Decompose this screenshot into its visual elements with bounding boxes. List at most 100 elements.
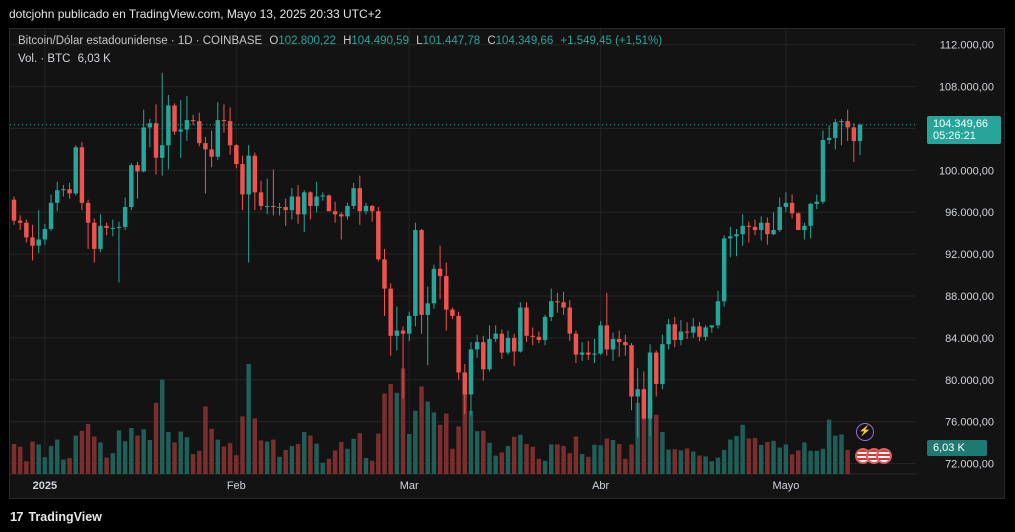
candle-body: [493, 333, 498, 339]
volume-bar: [518, 434, 523, 474]
candle-body: [17, 220, 23, 223]
volume-bar: [135, 435, 140, 474]
candle-body: [369, 205, 375, 212]
volume-bar: [505, 446, 511, 474]
candle-body: [808, 203, 813, 226]
volume-bar: [190, 454, 196, 474]
candle-body: [129, 165, 134, 207]
x-tick-label: 2025: [33, 480, 57, 492]
candle-body: [314, 196, 319, 206]
tradingview-logo[interactable]: 17 TradingView: [10, 509, 102, 524]
last-price-value: 104.349,66: [933, 118, 989, 130]
candle-body: [363, 205, 369, 212]
volume-bar: [345, 448, 350, 474]
candle-body: [845, 121, 850, 128]
candle-body: [425, 303, 430, 315]
candle-body: [400, 330, 406, 334]
volume-bar: [320, 462, 325, 474]
y-tick-label: 76.000,00: [945, 417, 994, 429]
candle-body: [388, 288, 393, 336]
volume-bar: [839, 434, 844, 474]
volume-bar: [277, 456, 282, 474]
volume-bar: [684, 448, 690, 474]
candle-body: [721, 238, 727, 302]
volume-bar: [709, 461, 715, 474]
candle-body: [734, 234, 739, 237]
lightning-icon[interactable]: ⚡: [856, 423, 874, 441]
candle-body: [771, 230, 776, 235]
volume-bar: [61, 459, 66, 474]
volume-bar: [172, 442, 177, 474]
volume-bar: [240, 416, 245, 474]
y-tick-label: 100.000,00: [939, 165, 994, 177]
candle-body: [450, 309, 455, 316]
volume-bar: [110, 453, 116, 474]
us-flag-icon[interactable]: [876, 448, 892, 464]
volume-bar: [308, 435, 313, 474]
candle-body: [413, 230, 418, 316]
volume-bar: [721, 450, 727, 474]
candle-body: [240, 164, 245, 195]
candle-body: [487, 338, 492, 370]
volume-bar: [765, 442, 770, 474]
volume-bar: [573, 436, 579, 474]
volume-bar: [197, 450, 202, 474]
volume-bar: [55, 439, 60, 474]
volume-bar: [73, 435, 78, 474]
candle-body: [406, 315, 412, 334]
chart-frame[interactable]: 112.000,00108.000,00104.000,00100.000,00…: [9, 28, 1005, 499]
candle-body: [746, 225, 752, 227]
candle-body: [783, 202, 789, 207]
volume-bar: [666, 449, 671, 474]
candle-body: [357, 188, 363, 212]
candle-body: [116, 226, 122, 228]
volume-bar: [771, 440, 776, 474]
candle-body: [79, 147, 85, 203]
candle-body: [326, 195, 332, 212]
volume-bar: [203, 406, 208, 474]
volume-bar: [141, 429, 146, 474]
volume-bar: [493, 455, 498, 474]
candle-body: [85, 202, 91, 223]
candle-body: [709, 325, 715, 328]
publisher-header: dotcjohn publicado en TradingView.com, M…: [0, 0, 1015, 28]
candle-body: [814, 201, 819, 204]
volume-bar: [295, 444, 301, 474]
volume-bar: [122, 441, 128, 474]
candle-body: [666, 324, 671, 345]
candle-body: [98, 225, 103, 249]
candle-body: [308, 192, 313, 206]
candle-body: [153, 123, 159, 158]
volume-bar: [604, 438, 610, 474]
volume-bar: [814, 450, 819, 474]
volume-bar: [444, 413, 449, 474]
volume-bar: [728, 439, 733, 474]
volume-bar: [116, 430, 122, 474]
volume-bar: [209, 428, 214, 474]
volume-bar: [376, 433, 381, 474]
volume-bar: [406, 434, 412, 474]
volume-bar: [697, 455, 702, 474]
candle-body: [610, 338, 616, 350]
candle-body: [851, 127, 857, 142]
volume-bar: [802, 442, 807, 474]
candle-body: [826, 137, 832, 140]
volume-bar: [382, 393, 387, 474]
volume-bar: [789, 454, 795, 474]
open-label: O: [269, 35, 279, 47]
low-label: L: [416, 35, 423, 47]
y-tick-label: 80.000,00: [945, 375, 994, 387]
volume-bar: [579, 454, 585, 474]
candle-body: [505, 337, 511, 353]
volume-bar: [178, 431, 183, 474]
volume-bar: [542, 460, 548, 474]
volume-bar: [796, 450, 801, 474]
candle-body: [629, 345, 634, 397]
high-label: H: [343, 35, 352, 47]
candle-body: [197, 121, 202, 144]
candle-body: [332, 211, 338, 215]
publisher-text: dotcjohn publicado en TradingView.com, M…: [9, 7, 382, 21]
volume-bar: [394, 392, 400, 474]
candlestick-chart[interactable]: 112.000,00108.000,00104.000,00100.000,00…: [10, 29, 1005, 499]
volume-bar: [561, 446, 566, 474]
